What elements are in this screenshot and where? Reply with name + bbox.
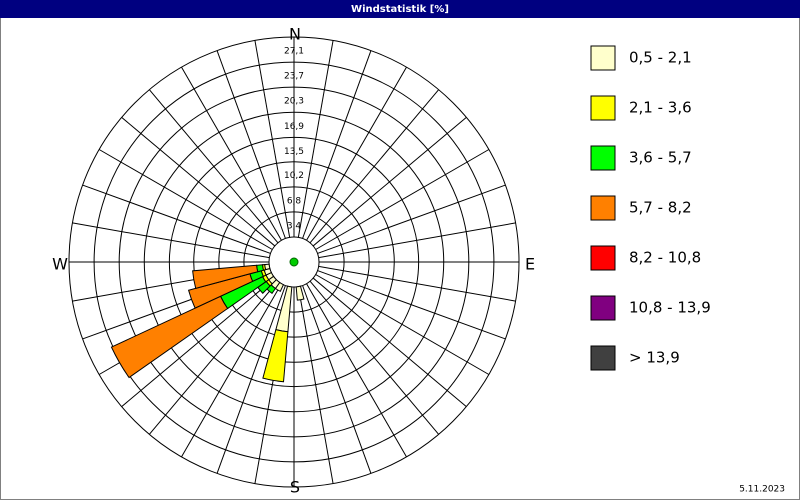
ring-label: 13,5 [284,147,304,157]
ring [243,211,345,313]
ring-label: 27,1 [284,47,304,57]
ring-label: 10,2 [284,171,304,181]
legend-label: 8,2 - 10,8 [629,249,701,267]
chart-title: Windstatistik [%] [351,4,449,15]
ring [68,36,520,488]
legend-swatch [590,45,616,71]
legend-swatch [590,145,616,171]
ring [143,111,445,413]
ring-label: 6,8 [287,196,302,206]
legend-swatch [590,195,616,221]
ring-label: 20,3 [284,97,304,107]
date: 5.11.2023 [739,485,785,495]
ring [118,86,470,438]
compass-label: N [289,25,301,44]
title-bar [0,0,800,18]
ring [218,186,370,338]
legend-label: > 13,9 [629,349,680,367]
wind-segment [110,295,229,379]
ring-label: 3,4 [287,221,302,231]
legend-label: 10,8 - 13,9 [629,299,711,317]
wind-segment [295,285,305,301]
legend-label: 3,6 - 5,7 [629,149,692,167]
ring [93,61,495,463]
ring-label: 23,7 [284,72,304,82]
legend-swatch [590,295,616,321]
wind-segment [187,273,254,309]
legend-swatch [590,245,616,271]
calm-dot [289,257,299,267]
legend-label: 0,5 - 2,1 [629,49,692,67]
ring [193,161,395,363]
legend-swatch [590,345,616,371]
compass-label: W [52,255,68,274]
wind-segment [192,264,259,289]
ring-label: 16,9 [284,122,304,132]
legend-label: 5,7 - 8,2 [629,199,692,217]
legend-label: 2,1 - 3,6 [629,99,692,117]
calm-circle [268,236,320,288]
wind-segment [262,329,289,383]
ring [168,136,420,388]
legend-swatch [590,95,616,121]
compass-label: E [525,255,535,274]
